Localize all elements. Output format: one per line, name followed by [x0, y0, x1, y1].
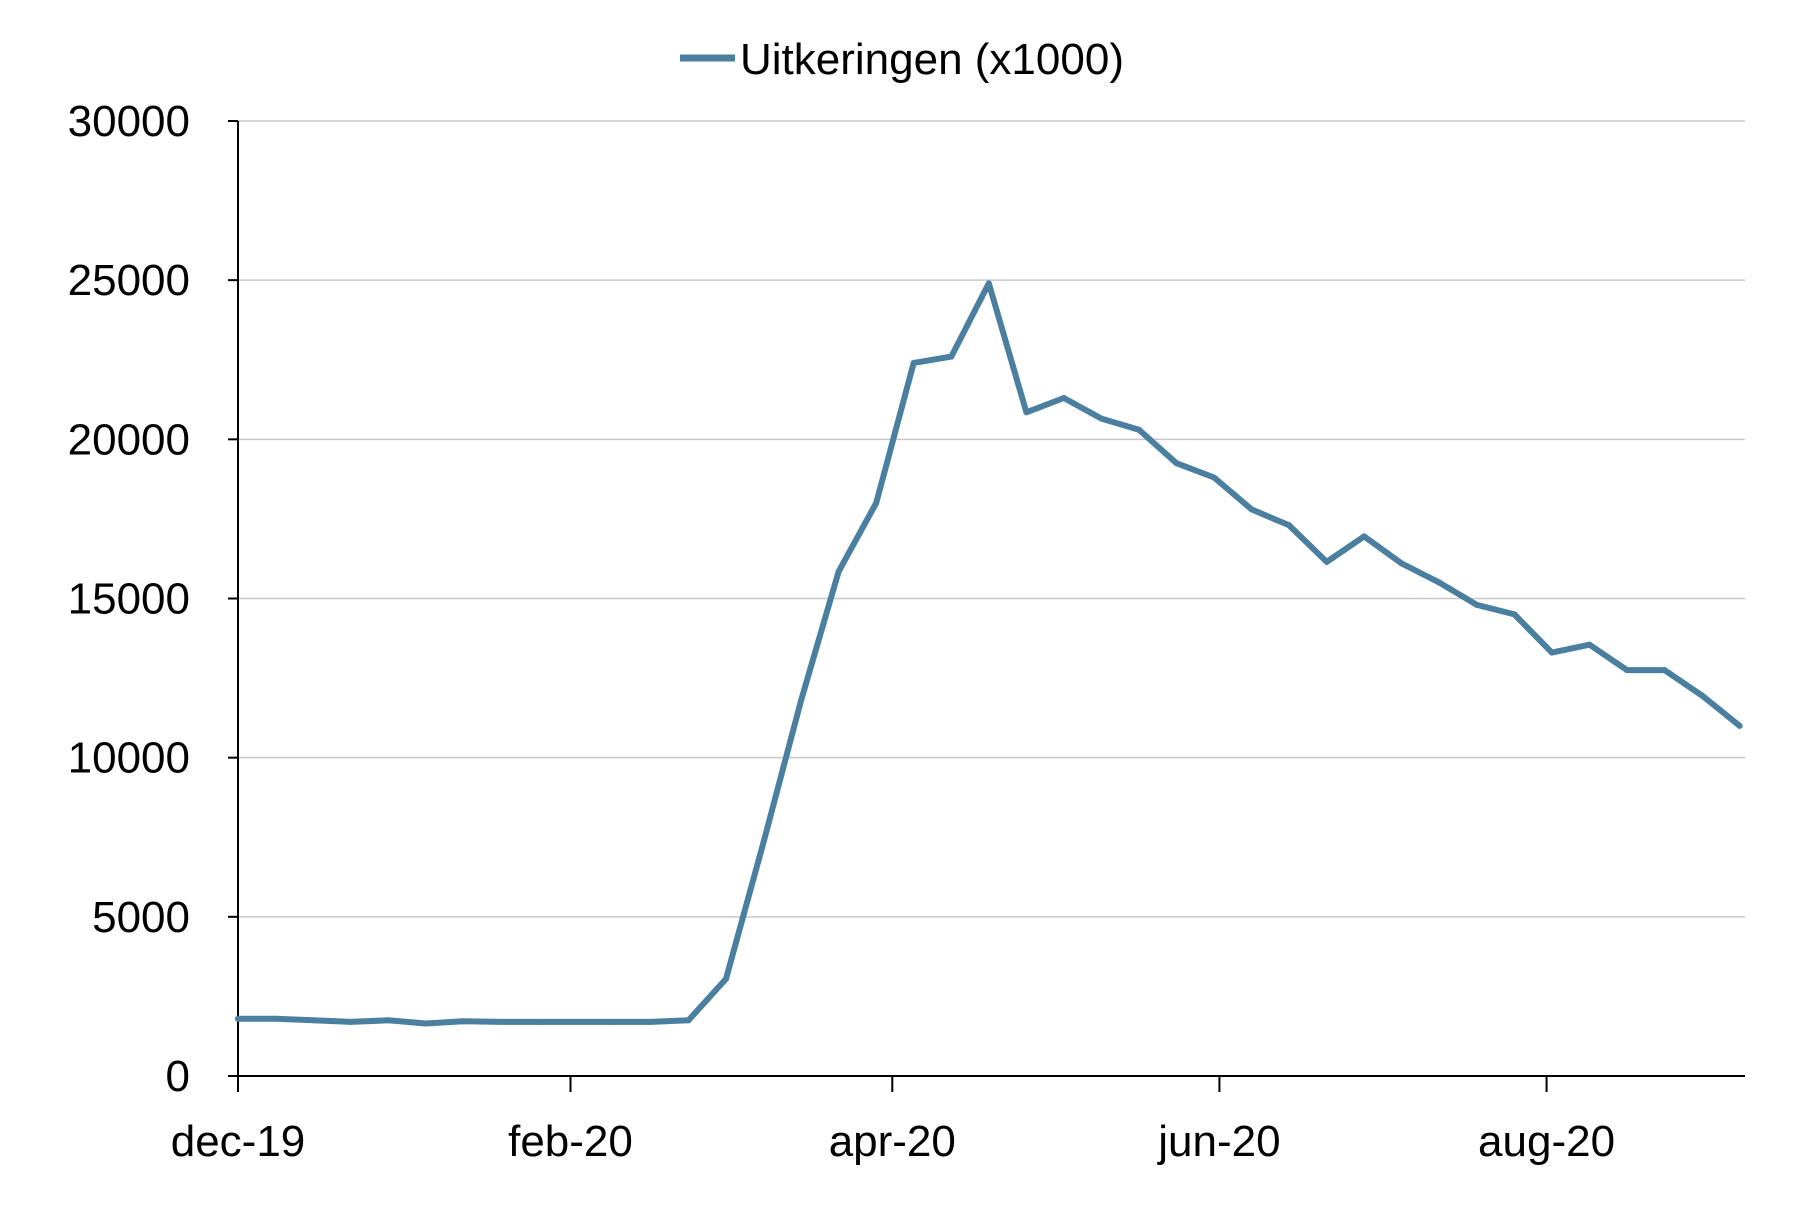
- data-point: [1398, 560, 1405, 567]
- data-point: [572, 1018, 579, 1025]
- series-line-0: [235, 280, 1743, 1027]
- data-point: [1548, 649, 1555, 656]
- y-axis-ticks: 0 5000 10000 15000 20000 25000 30000: [68, 97, 238, 1101]
- data-point: [1060, 394, 1067, 401]
- x-tick-label: aug-20: [1478, 1117, 1615, 1166]
- legend-label-uitkeringen: Uitkeringen (x1000): [740, 35, 1124, 84]
- data-point: [272, 1015, 279, 1022]
- data-point: [1286, 522, 1293, 529]
- data-point: [347, 1018, 354, 1025]
- data-point: [1248, 506, 1255, 513]
- data-point: [1173, 460, 1180, 467]
- data-point: [1699, 692, 1706, 699]
- data-point: [1586, 641, 1593, 648]
- y-tick-label: 15000: [68, 575, 190, 624]
- data-point: [385, 1017, 392, 1024]
- data-point: [1661, 667, 1668, 674]
- data-point: [835, 568, 842, 575]
- x-axis-ticks: dec-19 feb-20 apr-20 jun-20 aug-20: [171, 1076, 1615, 1166]
- data-point: [1023, 409, 1030, 416]
- data-point: [1736, 722, 1743, 729]
- data-point: [1211, 474, 1218, 481]
- data-point: [985, 280, 992, 287]
- data-point: [610, 1018, 617, 1025]
- y-tick-label: 20000: [68, 415, 190, 464]
- x-tick-label: feb-20: [508, 1117, 633, 1166]
- data-point: [723, 975, 730, 982]
- y-tick-label: 30000: [68, 97, 190, 146]
- x-tick-label: dec-19: [171, 1117, 306, 1166]
- y-tick-label: 0: [166, 1052, 190, 1101]
- x-tick-label: apr-20: [829, 1117, 956, 1166]
- data-point: [647, 1018, 654, 1025]
- series-layer: [235, 280, 1743, 1027]
- data-point: [1135, 426, 1142, 433]
- y-tick-label: 25000: [68, 256, 190, 305]
- y-tick-label: 5000: [92, 893, 190, 942]
- data-point: [910, 359, 917, 366]
- legend: Uitkeringen (x1000): [680, 35, 1124, 84]
- data-point: [460, 1018, 467, 1025]
- x-tick-label: jun-20: [1156, 1117, 1280, 1166]
- data-point: [1473, 601, 1480, 608]
- data-point: [497, 1018, 504, 1025]
- data-point: [235, 1015, 241, 1022]
- data-point: [798, 697, 805, 704]
- data-point: [685, 1017, 692, 1024]
- data-point: [422, 1020, 429, 1027]
- data-point: [535, 1018, 542, 1025]
- data-point: [1624, 667, 1631, 674]
- data-point: [873, 500, 880, 506]
- data-point: [1323, 558, 1330, 565]
- data-point: [948, 353, 955, 360]
- data-point: [1361, 533, 1368, 540]
- data-point: [1511, 611, 1518, 618]
- data-point: [1436, 579, 1443, 586]
- grid-lines: [238, 120, 1745, 918]
- data-point: [760, 839, 767, 846]
- y-tick-label: 10000: [68, 734, 190, 783]
- data-point: [1098, 415, 1105, 422]
- data-point: [310, 1017, 317, 1024]
